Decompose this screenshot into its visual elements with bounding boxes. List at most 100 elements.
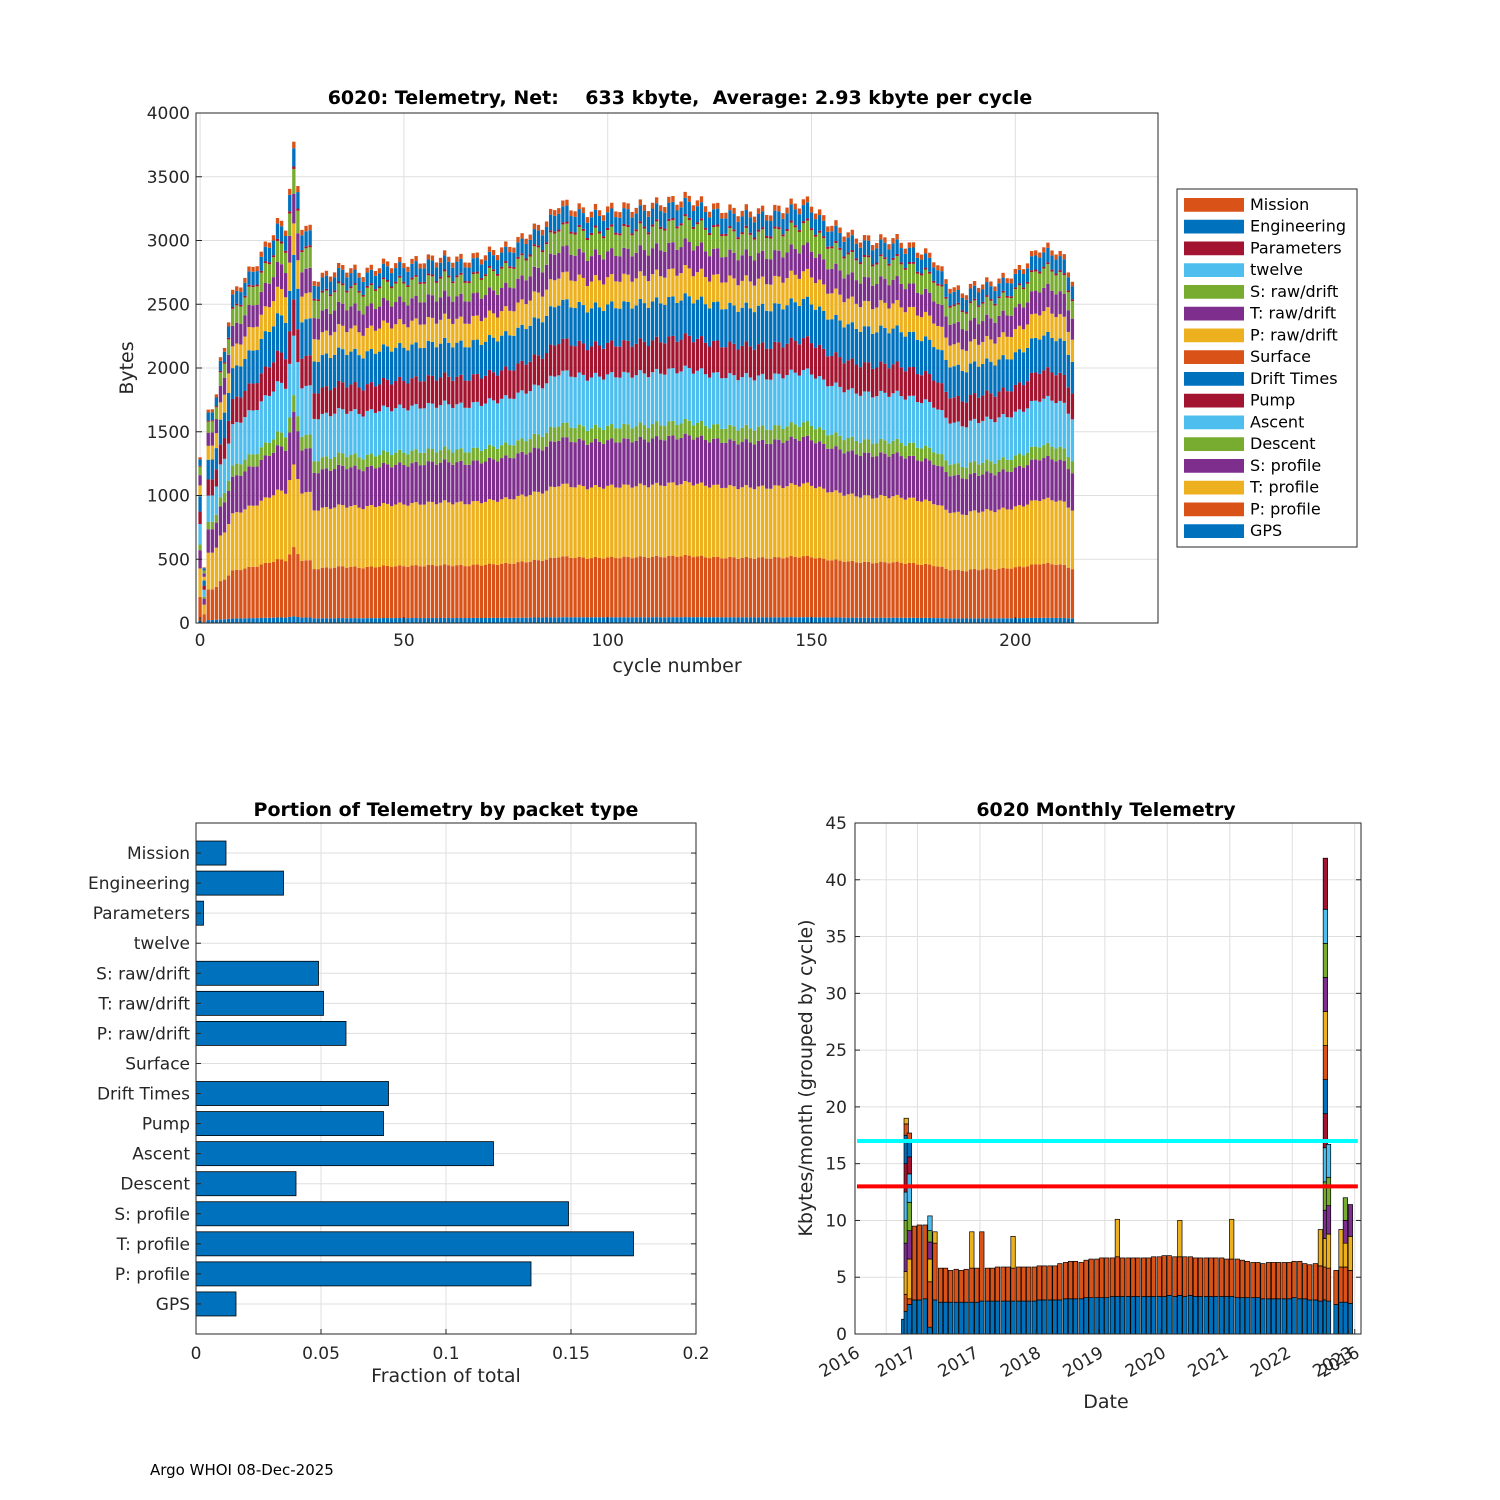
chart1-bar-segment bbox=[887, 285, 891, 309]
chart1-bar-segment bbox=[1021, 567, 1026, 619]
chart1-bar-segment bbox=[202, 589, 206, 597]
chart1-bar-segment bbox=[944, 316, 948, 338]
chart1-bar-segment bbox=[324, 618, 329, 623]
chart1-bar-segment bbox=[866, 362, 871, 392]
chart1-bar-segment bbox=[198, 596, 202, 621]
chart1-bar-segment bbox=[239, 618, 243, 623]
chart1-bar-segment bbox=[377, 467, 382, 507]
chart1-bar-segment bbox=[300, 252, 304, 273]
chart1-bar-segment bbox=[275, 559, 280, 618]
chart1-bar-segment bbox=[1034, 290, 1038, 314]
chart1-bar-segment bbox=[373, 353, 378, 387]
chart1-bar-segment bbox=[683, 214, 687, 217]
chart1-bar-segment bbox=[813, 488, 818, 559]
chart1-bar-segment bbox=[300, 493, 304, 561]
chart1-bar-segment bbox=[879, 452, 883, 495]
chart1-bar-segment bbox=[341, 382, 345, 410]
chart2-category-label: S: raw/drift bbox=[96, 964, 190, 984]
chart1-bar-segment bbox=[585, 380, 589, 431]
chart1-bar-segment bbox=[948, 618, 952, 623]
chart1-bar-segment bbox=[618, 487, 622, 559]
chart1-bar-segment bbox=[430, 403, 435, 450]
chart1-bar-segment bbox=[353, 566, 357, 619]
chart1-bar-segment bbox=[610, 224, 614, 227]
chart1-bar-segment bbox=[923, 311, 928, 337]
chart1-bar-segment bbox=[471, 315, 475, 341]
chart1-bar-segment bbox=[911, 617, 916, 623]
chart1-legend-label: Ascent bbox=[1250, 412, 1304, 431]
chart1-bar-segment bbox=[504, 263, 508, 283]
chart1-bar-segment bbox=[785, 231, 789, 253]
chart1-bar-segment bbox=[1050, 459, 1054, 501]
chart1-bar-segment bbox=[630, 377, 634, 429]
chart1-bar-segment bbox=[573, 211, 577, 217]
chart1-bar-segment bbox=[385, 300, 390, 323]
chart1-bar-segment bbox=[797, 231, 801, 254]
chart1-bar-segment bbox=[728, 228, 732, 250]
chart3-bar-segment bbox=[1047, 1299, 1053, 1335]
chart3-bar-segment bbox=[1239, 1297, 1245, 1335]
chart1-bar-segment bbox=[679, 437, 683, 485]
chart1-bar-segment bbox=[817, 617, 822, 623]
chart1-bar-segment bbox=[577, 203, 581, 210]
chart1-bar-segment bbox=[740, 427, 744, 443]
chart1-bar-segment bbox=[589, 487, 594, 559]
chart1-bar-segment bbox=[524, 258, 528, 261]
chart2-category-label: Parameters bbox=[93, 904, 190, 924]
chart1-bar-segment bbox=[561, 246, 565, 273]
chart1-bar-segment bbox=[226, 339, 231, 355]
chart1-bar-segment bbox=[332, 469, 337, 508]
chart1-bar-segment bbox=[862, 561, 867, 618]
chart3-bar-segment bbox=[1286, 1262, 1292, 1300]
chart1-bar-segment bbox=[231, 618, 235, 623]
chart1-bar-segment bbox=[960, 570, 965, 619]
chart3-bar-segment bbox=[1114, 1218, 1120, 1258]
chart1-bar-segment bbox=[508, 370, 512, 399]
chart1-bar-segment bbox=[561, 370, 565, 423]
chart1-bar-segment bbox=[459, 293, 463, 317]
chart1-bar-segment bbox=[328, 458, 333, 471]
chart1-bar-segment bbox=[964, 467, 969, 480]
chart1-bar-segment bbox=[866, 257, 871, 278]
chart1-bar-segment bbox=[296, 329, 300, 363]
chart1-bar-segment bbox=[981, 569, 985, 619]
chart1-bar-segment bbox=[577, 227, 581, 249]
chart3-bar-segment bbox=[1135, 1257, 1141, 1297]
chart1-bar-segment bbox=[834, 352, 838, 383]
chart1-bar-segment bbox=[993, 305, 997, 323]
chart1-bar-segment bbox=[385, 346, 390, 380]
chart1-bar-segment bbox=[866, 439, 871, 453]
chart3-bar-segment bbox=[1114, 1256, 1120, 1297]
chart1-bar-segment bbox=[1046, 247, 1050, 263]
chart1-bar-segment bbox=[679, 223, 683, 226]
chart1-bar-segment bbox=[976, 287, 981, 293]
chart1-bar-segment bbox=[247, 466, 251, 506]
chart1-bar-segment bbox=[948, 476, 952, 513]
chart1-bar-segment bbox=[911, 247, 916, 262]
chart1-bar-segment bbox=[899, 563, 903, 618]
chart1-bar-segment bbox=[336, 281, 341, 284]
chart1-bar-segment bbox=[976, 464, 981, 476]
chart1-bar-segment bbox=[601, 215, 606, 221]
chart1-bar-segment bbox=[540, 250, 545, 253]
chart1-bar-segment bbox=[1066, 272, 1070, 278]
chart1-bar-segment bbox=[548, 344, 553, 376]
chart1-bar-segment bbox=[410, 263, 414, 278]
chart1-bar-segment bbox=[483, 255, 488, 261]
chart1-bar-segment bbox=[601, 443, 606, 489]
chart1-bar-segment bbox=[785, 486, 789, 558]
chart1-bar-segment bbox=[332, 413, 337, 458]
chart1-bar-segment bbox=[418, 504, 422, 567]
chart1-bar-segment bbox=[361, 335, 365, 359]
chart1-bar-segment bbox=[964, 295, 969, 300]
chart1-bar-segment bbox=[263, 562, 267, 618]
chart3-bar-segment bbox=[1197, 1257, 1204, 1297]
chart3-bar-segment bbox=[1234, 1258, 1240, 1299]
chart1-bar-segment bbox=[846, 360, 850, 390]
chart1-bar-segment bbox=[850, 388, 854, 437]
chart1-bar-segment bbox=[585, 430, 589, 445]
chart1-bar-segment bbox=[548, 375, 553, 427]
chart1-bar-segment bbox=[561, 272, 565, 300]
chart1-bar-segment bbox=[622, 301, 626, 341]
chart3-bar-segment bbox=[984, 1267, 990, 1302]
